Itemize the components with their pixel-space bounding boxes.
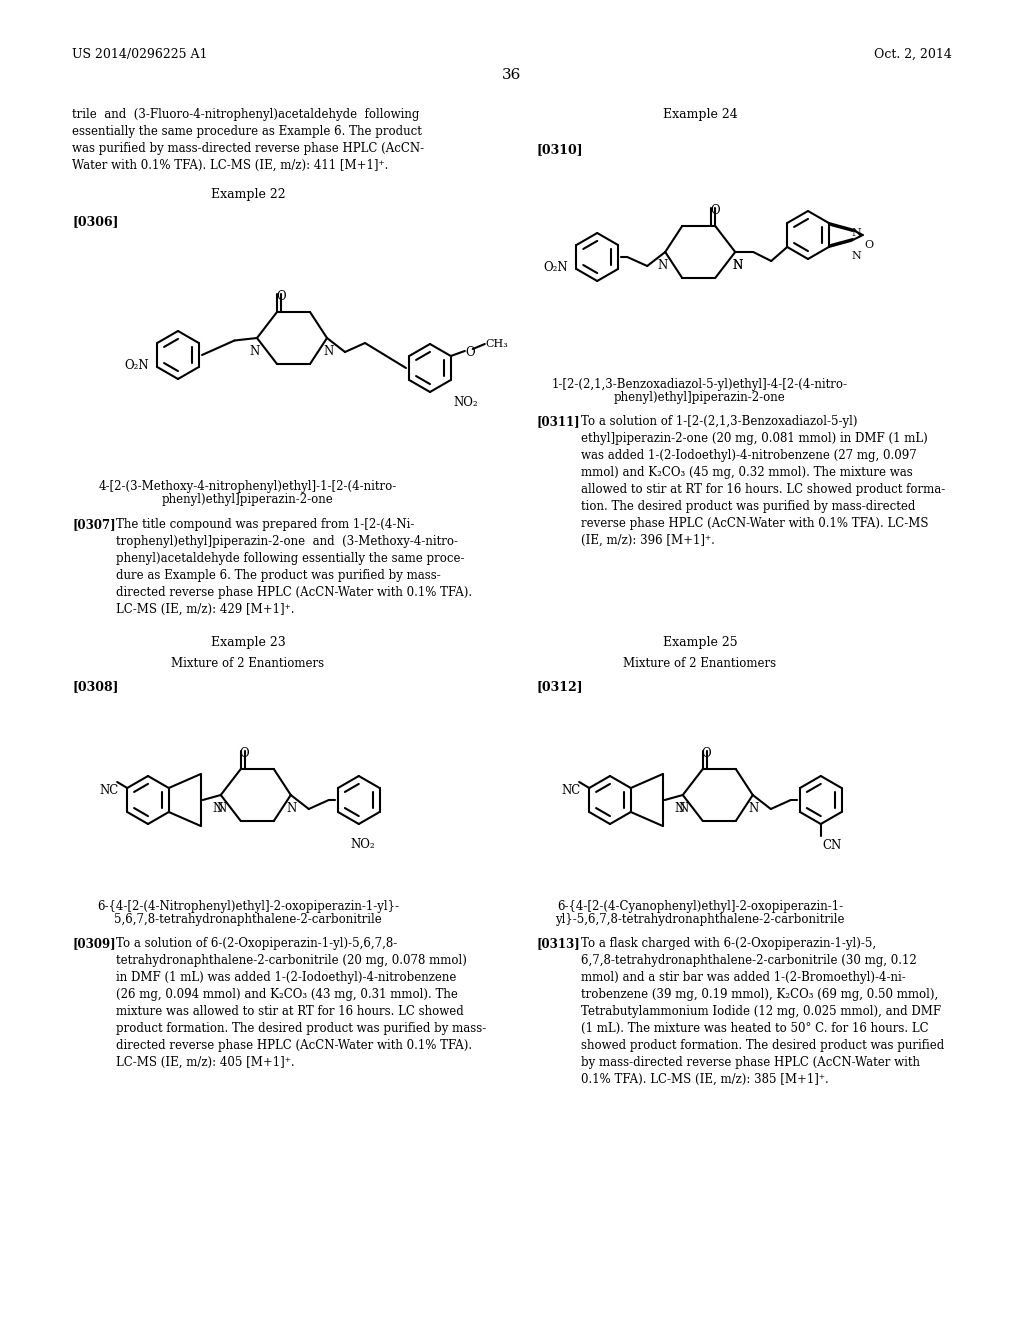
Text: CH₃: CH₃ [485,339,509,348]
Text: N: N [675,803,685,814]
Text: Example 22: Example 22 [211,187,286,201]
Text: N: N [852,228,861,238]
Text: To a solution of 6-(2-Oxopiperazin-1-yl)-5,6,7,8-
tetrahydronaphthalene-2-carbon: To a solution of 6-(2-Oxopiperazin-1-yl)… [116,937,486,1069]
Text: 1-[2-(2,1,3-Benzoxadiazol-5-yl)ethyl]-4-[2-(4-nitro-: 1-[2-(2,1,3-Benzoxadiazol-5-yl)ethyl]-4-… [552,378,848,391]
Text: 36: 36 [503,69,521,82]
Text: [0311]: [0311] [537,414,581,428]
Text: N: N [217,803,227,814]
Text: 4-[2-(3-Methoxy-4-nitrophenyl)ethyl]-1-[2-(4-nitro-: 4-[2-(3-Methoxy-4-nitrophenyl)ethyl]-1-[… [99,480,397,492]
Text: N: N [749,803,759,814]
Text: O: O [701,747,712,760]
Text: N: N [852,251,861,261]
Text: N: N [213,803,223,814]
Text: 6-{4-[2-(4-Cyanophenyl)ethyl]-2-oxopiperazin-1-: 6-{4-[2-(4-Cyanophenyl)ethyl]-2-oxopiper… [557,900,843,913]
Text: O: O [240,747,250,760]
Text: Oct. 2, 2014: Oct. 2, 2014 [874,48,952,61]
Text: [0310]: [0310] [537,143,584,156]
Text: NC: NC [561,784,581,797]
Text: US 2014/0296225 A1: US 2014/0296225 A1 [72,48,208,61]
Text: The title compound was prepared from 1-[2-(4-Ni-
trophenyl)ethyl]piperazin-2-one: The title compound was prepared from 1-[… [116,517,472,616]
Text: phenyl)ethyl]piperazin-2-one: phenyl)ethyl]piperazin-2-one [614,391,785,404]
Text: Mixture of 2 Enantiomers: Mixture of 2 Enantiomers [171,657,325,671]
Text: phenyl)ethyl]piperazin-2-one: phenyl)ethyl]piperazin-2-one [162,492,334,506]
Text: [0313]: [0313] [537,937,581,950]
Text: O: O [466,346,475,359]
Text: yl}-5,6,7,8-tetrahydronaphthalene-2-carbonitrile: yl}-5,6,7,8-tetrahydronaphthalene-2-carb… [555,913,845,927]
Text: 5,6,7,8-tetrahydronaphthalene-2-carbonitrile: 5,6,7,8-tetrahydronaphthalene-2-carbonit… [114,913,382,927]
Text: O₂N: O₂N [124,359,148,372]
Text: N: N [732,259,742,272]
Text: N: N [679,803,689,814]
Text: trile  and  (3-Fluoro-4-nitrophenyl)acetaldehyde  following
essentially the same: trile and (3-Fluoro-4-nitrophenyl)acetal… [72,108,424,172]
Text: O: O [865,240,873,249]
Text: NC: NC [99,784,119,797]
Text: O₂N: O₂N [543,261,568,275]
Text: N: N [323,345,333,358]
Text: Example 24: Example 24 [663,108,737,121]
Text: CN: CN [823,840,842,851]
Text: O: O [276,290,286,304]
Text: [0306]: [0306] [72,215,119,228]
Text: Mixture of 2 Enantiomers: Mixture of 2 Enantiomers [624,657,776,671]
Text: NO₂: NO₂ [351,838,376,851]
Text: To a solution of 1-[2-(2,1,3-Benzoxadiazol-5-yl)
ethyl]piperazin-2-one (20 mg, 0: To a solution of 1-[2-(2,1,3-Benzoxadiaz… [581,414,945,546]
Text: N: N [732,259,742,272]
Text: N: N [657,259,668,272]
Text: [0312]: [0312] [537,680,584,693]
Text: Example 25: Example 25 [663,636,737,649]
Text: NO₂: NO₂ [454,396,478,409]
Text: N: N [287,803,297,814]
Text: O: O [711,205,720,216]
Text: Example 23: Example 23 [211,636,286,649]
Text: N: N [249,345,259,358]
Text: [0309]: [0309] [72,937,116,950]
Text: To a flask charged with 6-(2-Oxopiperazin-1-yl)-5,
6,7,8-tetrahydronaphthalene-2: To a flask charged with 6-(2-Oxopiperazi… [581,937,944,1086]
Text: [0308]: [0308] [72,680,119,693]
Text: 6-{4-[2-(4-Nitrophenyl)ethyl]-2-oxopiperazin-1-yl}-: 6-{4-[2-(4-Nitrophenyl)ethyl]-2-oxopiper… [97,900,399,913]
Text: [0307]: [0307] [72,517,116,531]
